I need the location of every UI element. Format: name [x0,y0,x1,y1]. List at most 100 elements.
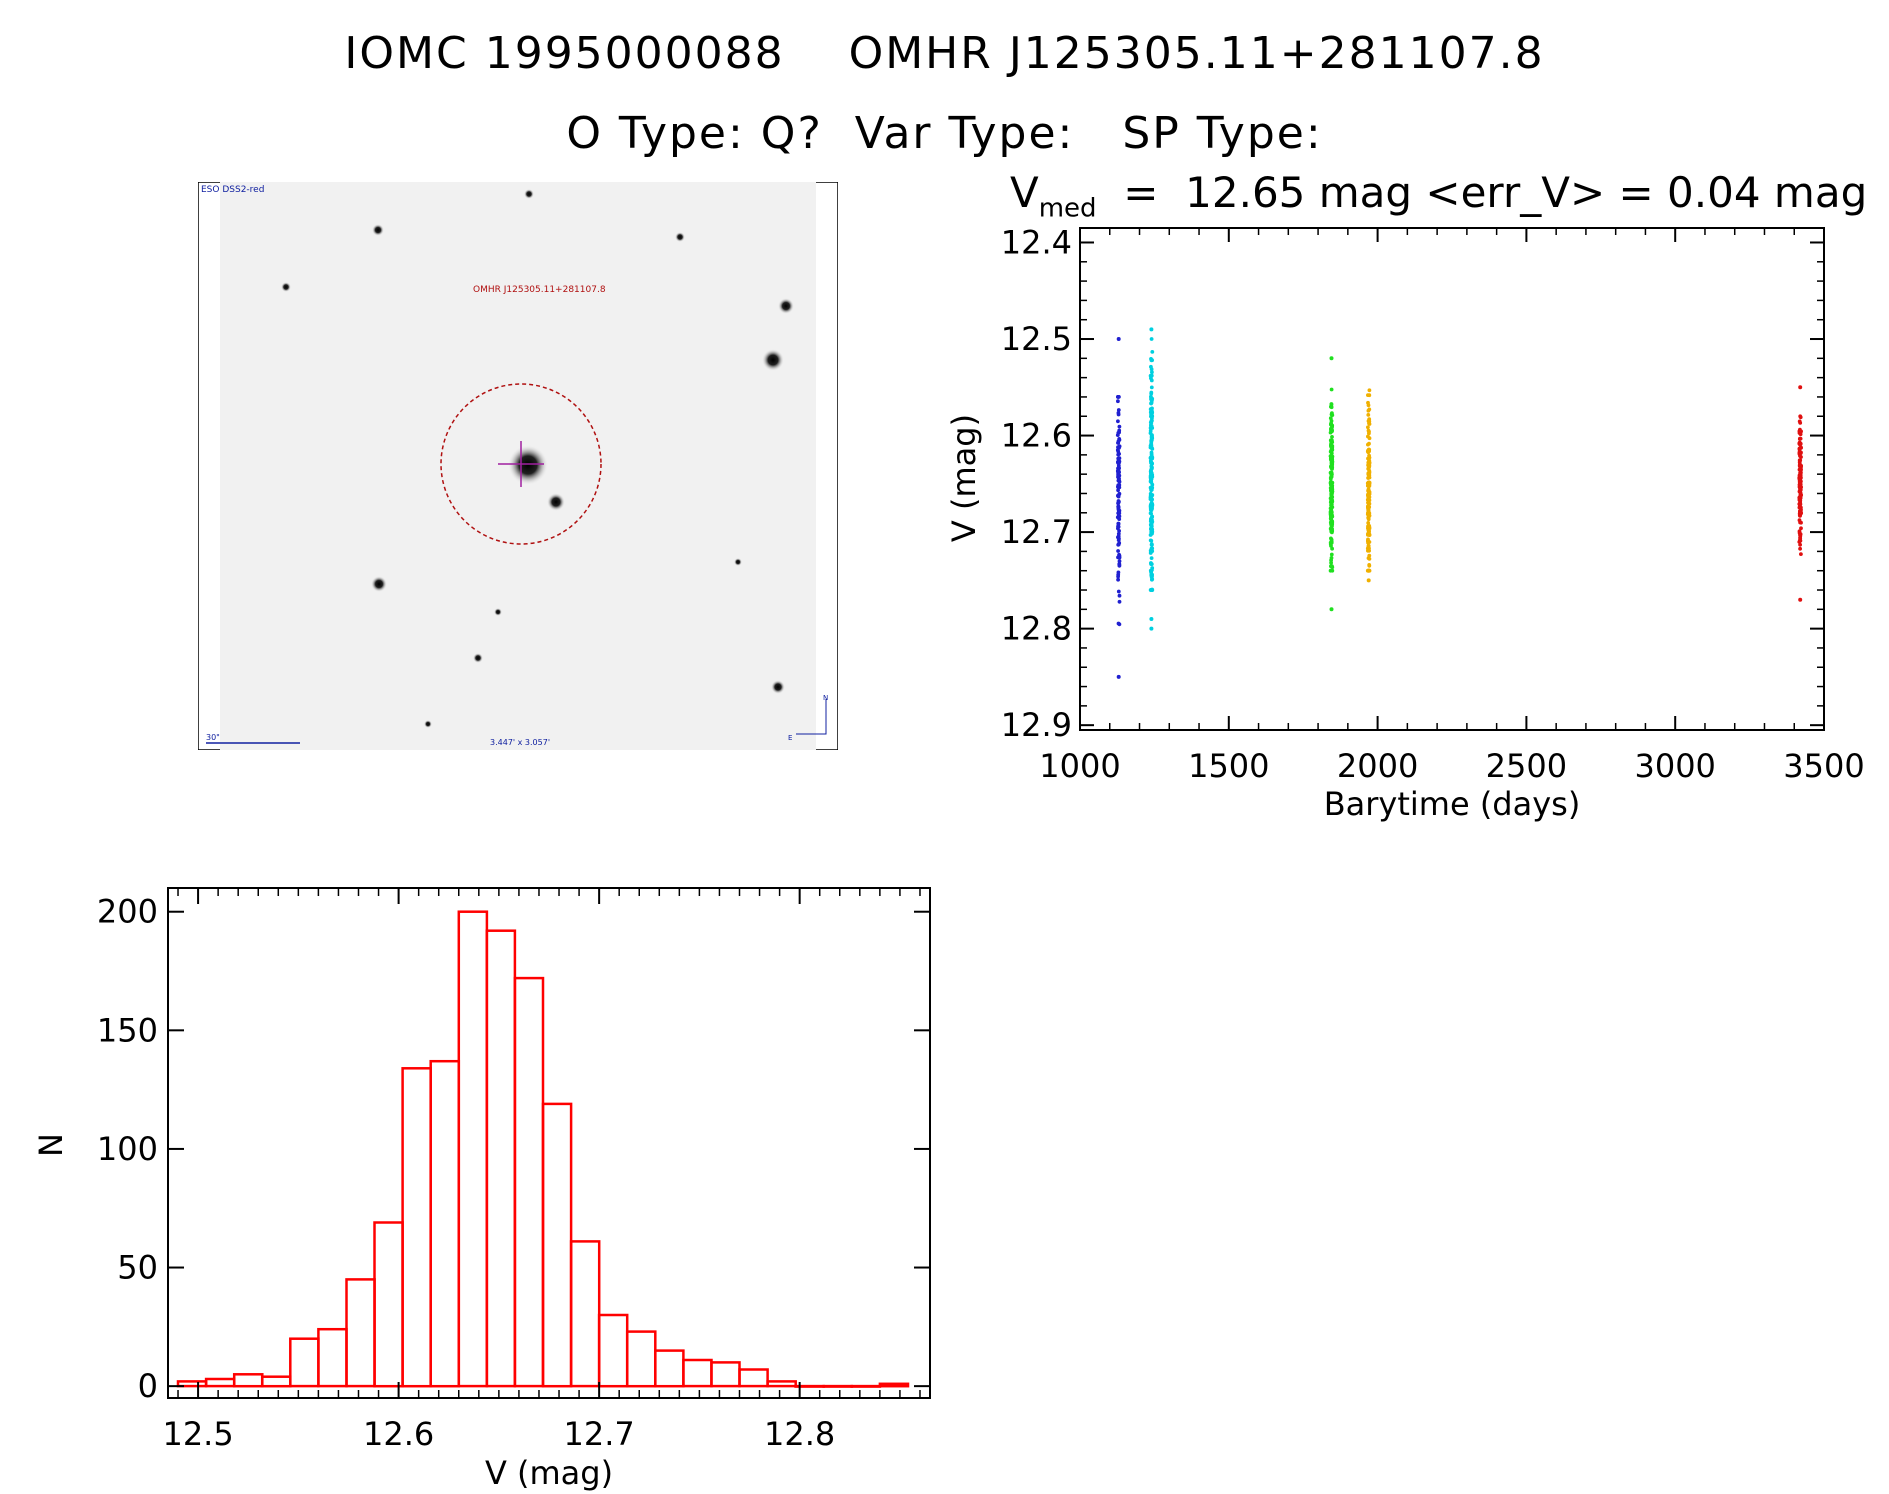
data-point [1366,521,1371,525]
data-point [1329,472,1334,477]
data-point [1149,588,1154,592]
x-tick-label: 2500 [1486,747,1567,785]
data-point [1149,487,1153,492]
data-point [1330,546,1334,551]
data-point [1149,425,1154,429]
data-point [1798,458,1802,463]
data-point [1149,423,1153,427]
data-point [1365,497,1370,502]
data-point [1366,481,1371,485]
data-point [1367,513,1372,518]
data-point [1117,479,1122,484]
data-point [1149,476,1153,481]
data-point [1366,408,1371,413]
data-point [1116,445,1121,450]
data-point [1367,533,1372,537]
data-point [1149,486,1154,490]
data-point [1117,452,1121,456]
data-point [1329,464,1334,468]
data-point [1148,588,1153,592]
data-point [1328,500,1333,505]
data-point [1116,337,1121,341]
data-point [1367,505,1372,509]
data-point [1797,505,1802,510]
data-point [1798,496,1803,500]
data-point [1329,522,1334,527]
data-point [1116,511,1121,515]
data-point [1797,479,1802,484]
histogram-bar [766,1380,797,1388]
data-point [1329,422,1333,426]
data-point [1367,492,1372,496]
data-point [1797,419,1802,424]
data-point [1116,555,1120,560]
data-point [1798,520,1802,525]
data-point [1329,556,1334,560]
data-point [1330,489,1335,494]
data-point [1329,493,1334,498]
data-point [1149,480,1154,485]
data-point [1798,484,1803,489]
data-point [1329,421,1333,426]
data-point [1329,502,1334,507]
data-point [1798,482,1803,487]
data-point [1117,430,1121,435]
fov-label: 3.447' x 3.057' [490,738,550,747]
data-point [1329,457,1333,462]
data-point [1799,429,1803,434]
data-point [1116,461,1121,465]
data-point [1797,498,1802,502]
data-point [1366,497,1371,501]
data-point [1798,481,1803,485]
data-point [1330,513,1334,518]
data-point [1149,423,1153,428]
data-point [1329,449,1334,454]
data-point [1149,456,1154,461]
data-point [1149,521,1154,526]
data-point [1149,461,1153,465]
data-point [1149,520,1154,524]
data-point [1328,516,1333,521]
data-point [1329,515,1334,520]
data-point [1329,514,1333,519]
data-point [1149,549,1154,554]
data-point [1329,490,1334,495]
data-point [1330,447,1335,452]
data-point [1328,486,1333,490]
data-point [1149,414,1153,419]
data-point [1799,479,1803,484]
data-point [1150,504,1154,509]
data-point [1329,502,1334,507]
x-tick-label: 1500 [1188,747,1269,785]
data-point [1797,478,1802,482]
data-point [1330,440,1335,444]
data-point [1149,546,1154,551]
data-point [1328,454,1333,458]
data-point [1116,574,1120,579]
data-point [1330,519,1335,524]
data-point [1798,597,1803,602]
data-point [1149,477,1154,481]
data-point [1149,626,1154,631]
data-point [1798,484,1803,489]
data-point [1798,421,1803,425]
data-point [1367,475,1372,480]
data-point [1330,564,1334,568]
y-tick-label: 12.8 [1001,610,1072,648]
data-point [1366,480,1371,485]
data-point [1366,505,1370,510]
data-point [1116,531,1121,536]
data-point [1116,463,1121,468]
data-point [1798,462,1802,467]
data-point [1150,461,1154,466]
data-point [1366,466,1371,471]
data-point [1330,461,1335,466]
data-point [1150,474,1155,479]
x-tick-label: 3500 [1783,747,1864,785]
data-point [1116,441,1121,445]
data-point [1116,493,1120,498]
data-point [1799,475,1803,480]
data-point [1149,436,1154,441]
data-point [1367,431,1371,436]
data-point [1798,484,1802,489]
